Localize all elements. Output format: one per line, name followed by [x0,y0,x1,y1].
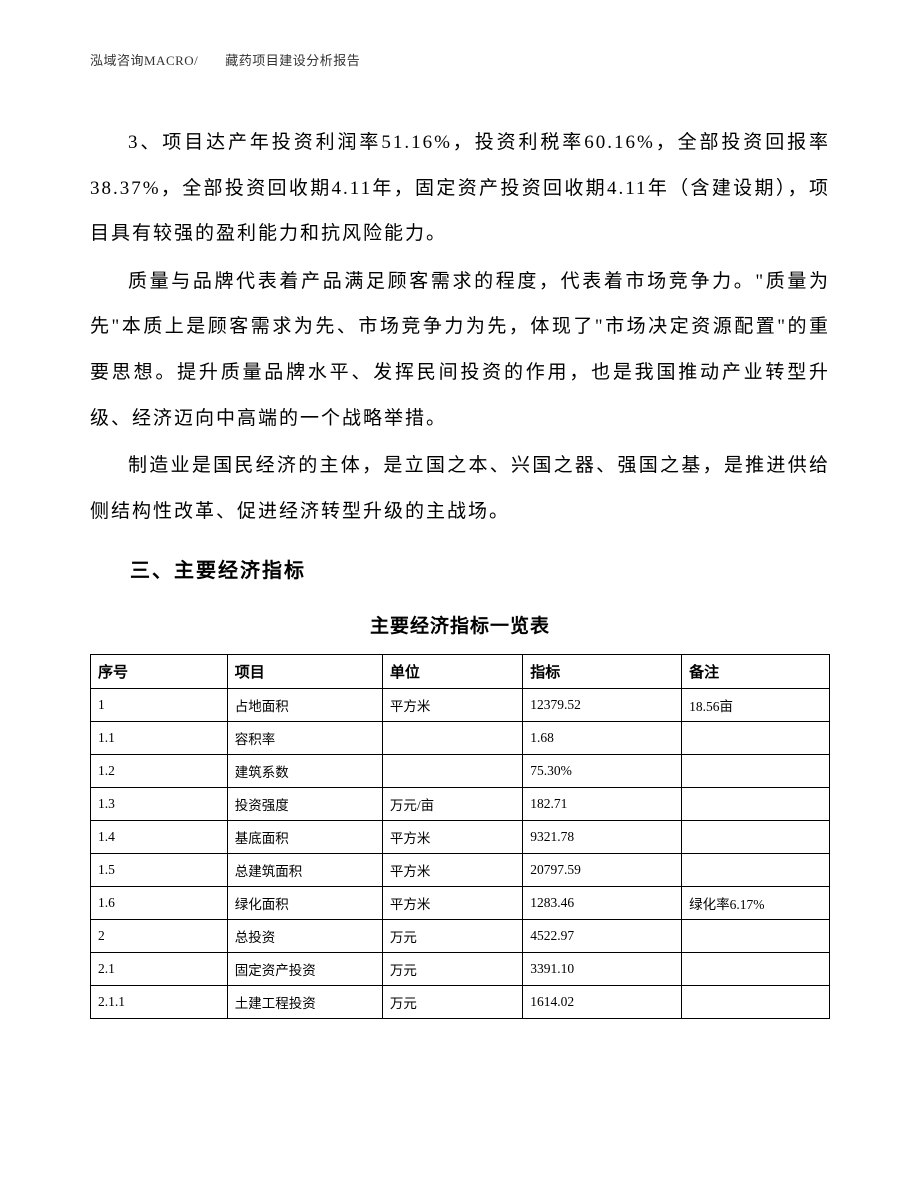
cell-seq: 1 [91,689,228,722]
cell-unit: 万元 [382,986,522,1019]
cell-value: 9321.78 [523,821,682,854]
cell-seq: 1.1 [91,722,228,755]
header-item: 项目 [227,655,382,689]
cell-seq: 2 [91,920,228,953]
cell-remark: 18.56亩 [682,689,830,722]
cell-unit: 平方米 [382,689,522,722]
page-header: 泓域咨询MACRO/ 藏药项目建设分析报告 [90,50,360,69]
cell-remark: 绿化率6.17% [682,887,830,920]
cell-seq: 1.2 [91,755,228,788]
cell-unit: 万元/亩 [382,788,522,821]
cell-unit [382,755,522,788]
cell-remark [682,788,830,821]
cell-seq: 1.3 [91,788,228,821]
cell-value: 4522.97 [523,920,682,953]
cell-value: 1.68 [523,722,682,755]
cell-item: 建筑系数 [227,755,382,788]
economic-indicators-table: 序号 项目 单位 指标 备注 1 占地面积 平方米 12379.52 18.56… [90,654,830,1019]
cell-value: 12379.52 [523,689,682,722]
table-row: 2.1.1 土建工程投资 万元 1614.02 [91,986,830,1019]
cell-seq: 1.6 [91,887,228,920]
paragraph-1: 3、项目达产年投资利润率51.16%，投资利税率60.16%，全部投资回报率38… [90,120,830,257]
header-seq: 序号 [91,655,228,689]
cell-remark [682,722,830,755]
cell-item: 总建筑面积 [227,854,382,887]
cell-item: 基底面积 [227,821,382,854]
table-row: 1.2 建筑系数 75.30% [91,755,830,788]
paragraph-3: 制造业是国民经济的主体，是立国之本、兴国之器、强国之基，是推进供给侧结构性改革、… [90,443,830,534]
paragraph-2: 质量与品牌代表着产品满足顾客需求的程度，代表着市场竞争力。"质量为先"本质上是顾… [90,259,830,441]
cell-value: 75.30% [523,755,682,788]
cell-item: 固定资产投资 [227,953,382,986]
cell-item: 容积率 [227,722,382,755]
table-row: 1.4 基底面积 平方米 9321.78 [91,821,830,854]
header-text: 泓域咨询MACRO/ 藏药项目建设分析报告 [90,53,360,68]
cell-seq: 1.5 [91,854,228,887]
table-title: 主要经济指标一览表 [90,611,830,638]
table-row: 1.5 总建筑面积 平方米 20797.59 [91,854,830,887]
cell-unit [382,722,522,755]
table-row: 2 总投资 万元 4522.97 [91,920,830,953]
main-content: 3、项目达产年投资利润率51.16%，投资利税率60.16%，全部投资回报率38… [90,120,830,1019]
cell-seq: 1.4 [91,821,228,854]
cell-remark [682,920,830,953]
table-row: 1.6 绿化面积 平方米 1283.46 绿化率6.17% [91,887,830,920]
cell-item: 土建工程投资 [227,986,382,1019]
cell-unit: 万元 [382,953,522,986]
cell-value: 1283.46 [523,887,682,920]
cell-value: 3391.10 [523,953,682,986]
cell-item: 绿化面积 [227,887,382,920]
cell-remark [682,755,830,788]
cell-unit: 万元 [382,920,522,953]
cell-remark [682,821,830,854]
cell-item: 占地面积 [227,689,382,722]
cell-item: 投资强度 [227,788,382,821]
table-row: 1 占地面积 平方米 12379.52 18.56亩 [91,689,830,722]
cell-remark [682,986,830,1019]
header-value: 指标 [523,655,682,689]
header-remark: 备注 [682,655,830,689]
section-heading: 三、主要经济指标 [90,554,830,583]
table-header-row: 序号 项目 单位 指标 备注 [91,655,830,689]
cell-item: 总投资 [227,920,382,953]
cell-seq: 2.1.1 [91,986,228,1019]
cell-value: 20797.59 [523,854,682,887]
header-unit: 单位 [382,655,522,689]
cell-remark [682,854,830,887]
cell-value: 1614.02 [523,986,682,1019]
cell-seq: 2.1 [91,953,228,986]
cell-unit: 平方米 [382,887,522,920]
cell-unit: 平方米 [382,821,522,854]
table-row: 1.1 容积率 1.68 [91,722,830,755]
cell-unit: 平方米 [382,854,522,887]
cell-value: 182.71 [523,788,682,821]
table-row: 1.3 投资强度 万元/亩 182.71 [91,788,830,821]
table-row: 2.1 固定资产投资 万元 3391.10 [91,953,830,986]
cell-remark [682,953,830,986]
